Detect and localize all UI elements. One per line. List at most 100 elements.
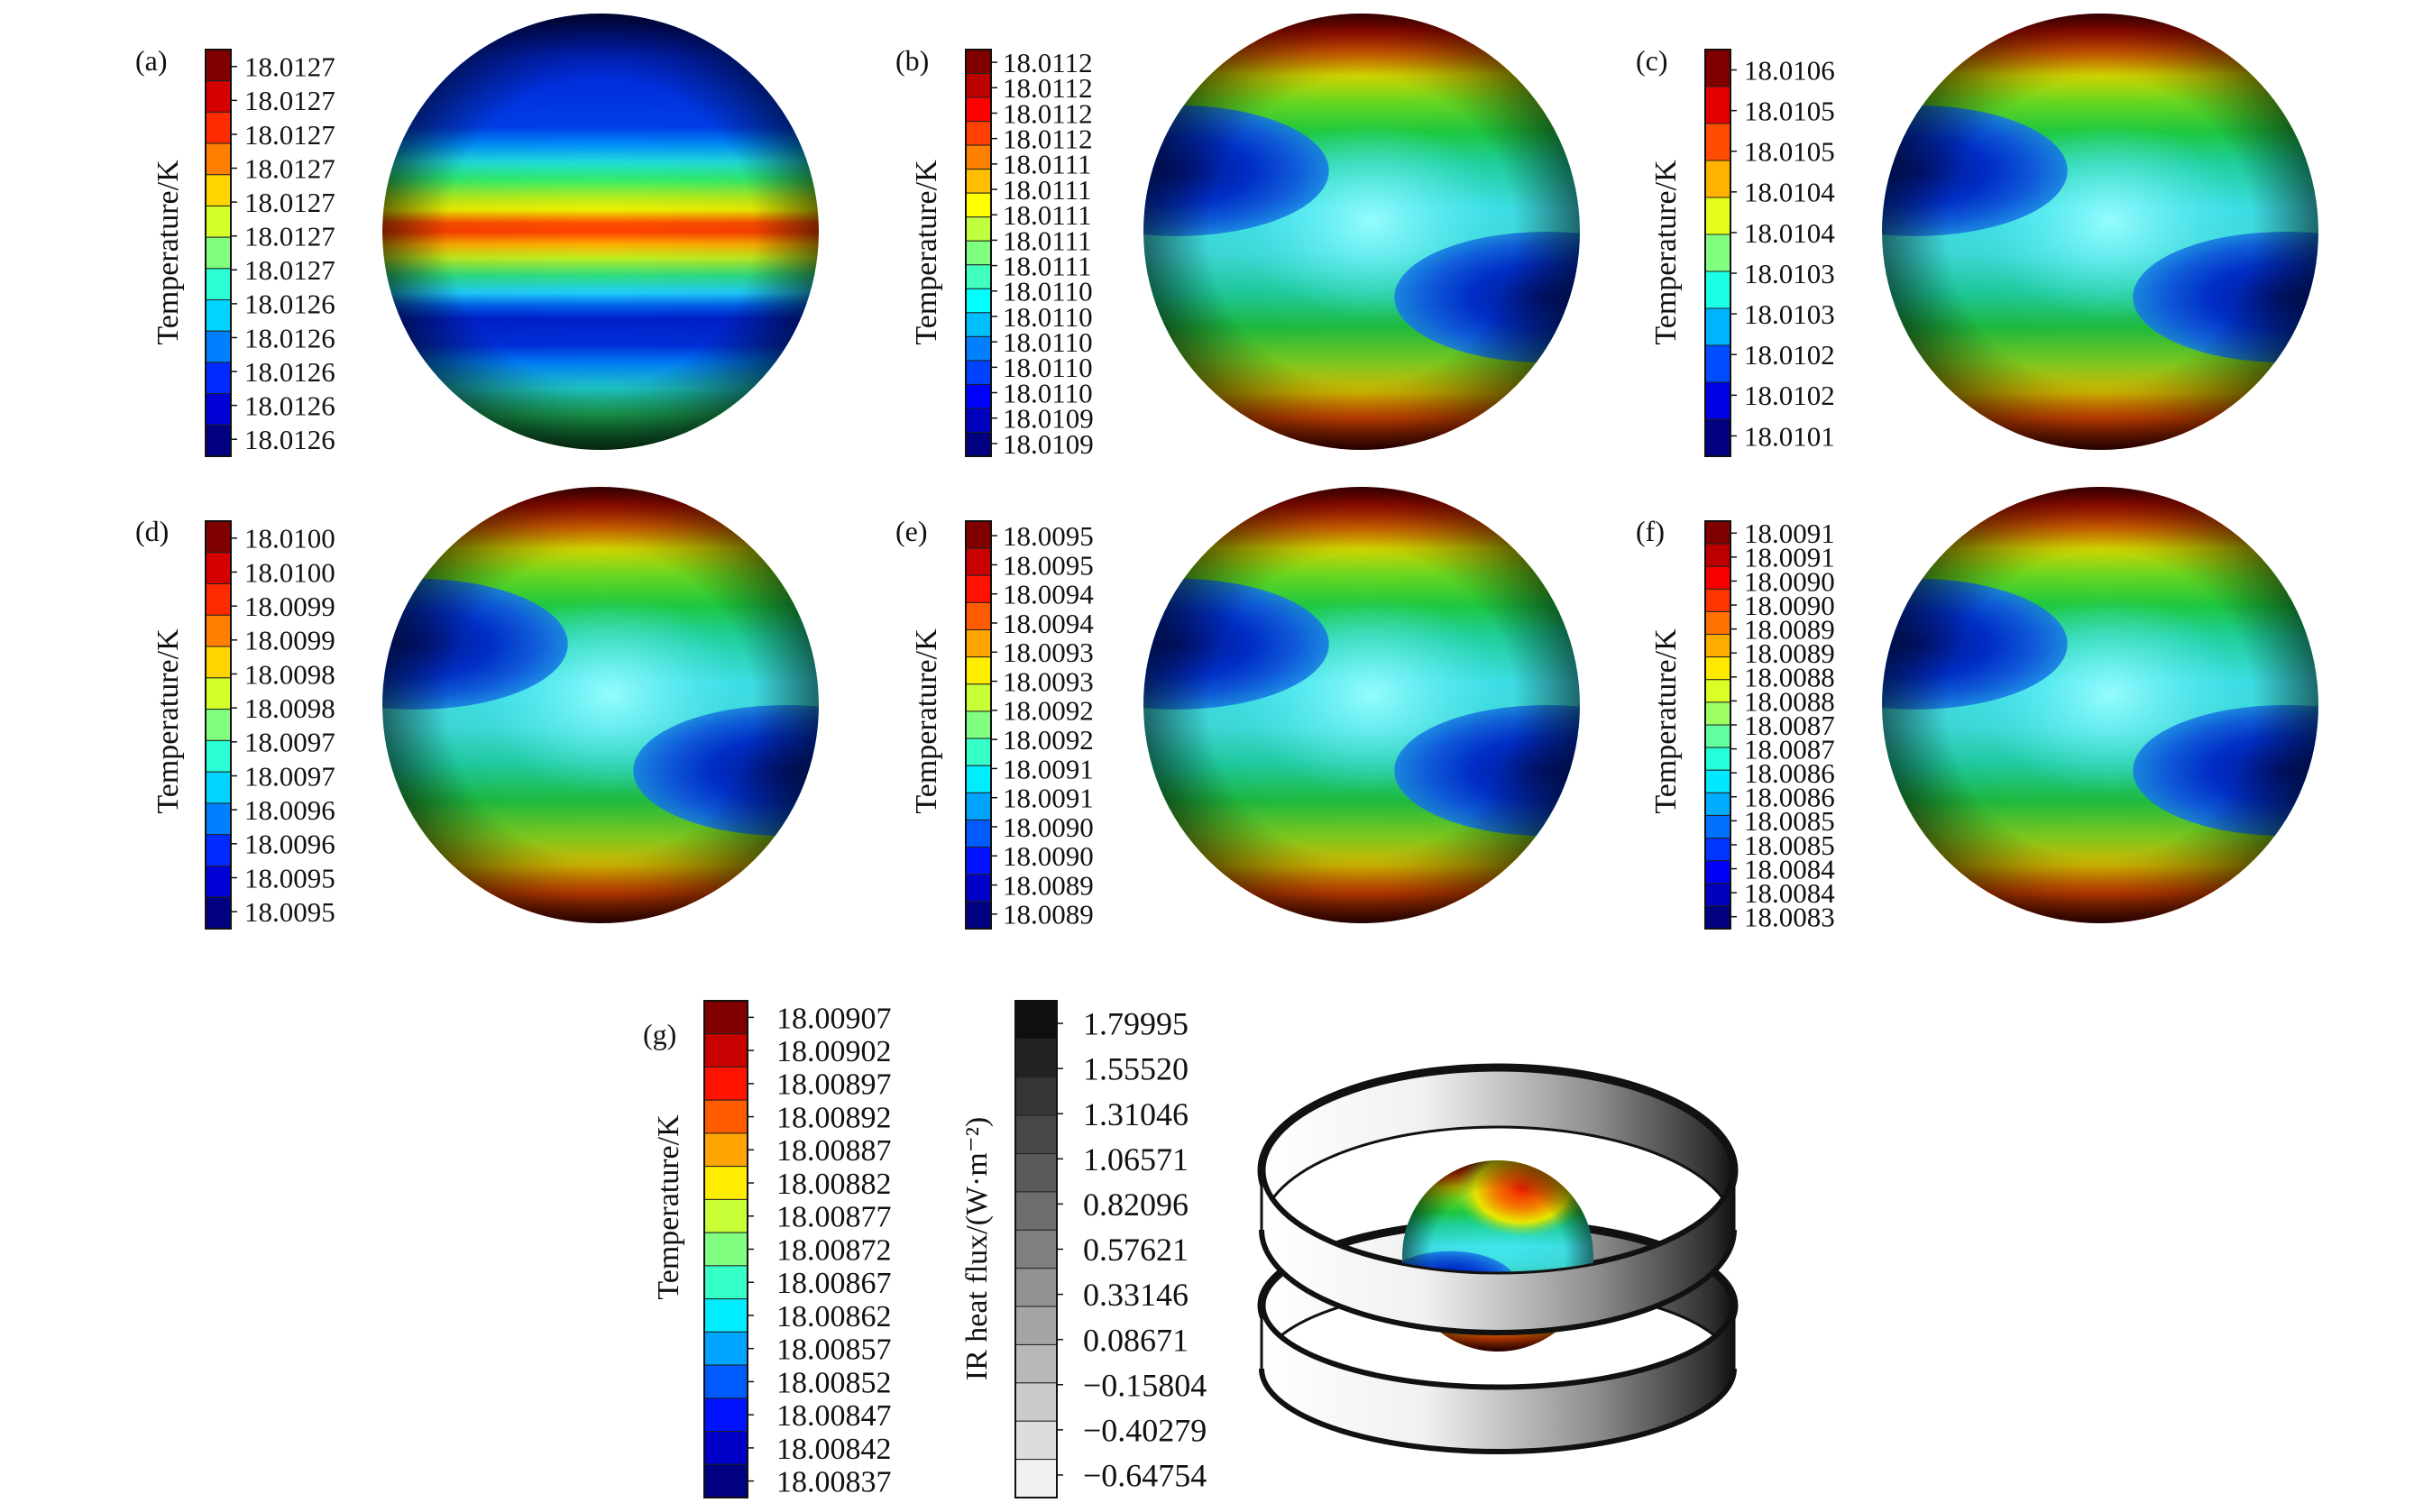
colorbar-bin [1704, 418, 1731, 457]
colorbar-tick-label: 18.0088 [1744, 662, 1835, 693]
colorbar-tick-label: 18.00887 [776, 1134, 892, 1168]
colorbar-tick-label: 18.0111 [1003, 149, 1091, 180]
colorbar-bin [703, 1265, 748, 1300]
colorbar-bin [1704, 565, 1731, 590]
sphere-shading [382, 14, 819, 450]
colorbar-tick-label: 18.00882 [776, 1168, 892, 1201]
colorbar-tick-label: 18.0099 [244, 625, 335, 656]
colorbar-bin [205, 614, 232, 647]
colorbar-title: Temperature/K [1649, 628, 1683, 814]
colorbar-bin [965, 408, 992, 433]
colorbar-tick-label: 18.0094 [1003, 608, 1094, 639]
colorbar-tick-label: 18.0102 [1744, 339, 1835, 371]
colorbar-frame [205, 520, 232, 930]
colorbar-bin [703, 1132, 748, 1168]
ring-edge [1259, 1229, 1737, 1335]
colorbar-bin [703, 1033, 748, 1068]
ring-edge [1259, 1368, 1737, 1454]
colorbar-tick-label: 18.00877 [776, 1201, 892, 1234]
colorbar-tick-label: 18.0092 [1003, 724, 1094, 756]
colorbar-bin [965, 240, 992, 266]
colorbar-bin [1704, 724, 1731, 748]
colorbar-tick-label: 18.0093 [1003, 637, 1094, 668]
colorbar-tick-label: 18.0089 [1003, 869, 1094, 901]
colorbar-bin [1704, 860, 1731, 884]
colorbar-bin [965, 819, 992, 848]
colorbar-tick-label: 18.0111 [1003, 174, 1091, 206]
colorbar-tick-label: 1.55520 [1083, 1051, 1189, 1087]
colorbar-tick-label: 18.0104 [1744, 177, 1835, 208]
temperature-colorbar [1704, 49, 1731, 457]
colorbar-bin [1014, 1000, 1058, 1040]
colorbar-bin [1704, 197, 1731, 235]
colorbar-tick-label: 18.0095 [1003, 549, 1094, 581]
temperature-sphere [1143, 14, 1580, 450]
colorbar-bin [1704, 634, 1731, 658]
colorbar-bin [1704, 792, 1731, 816]
colorbar-bin [205, 49, 232, 82]
colorbar-tick-label: 18.00897 [776, 1068, 892, 1102]
colorbar-bin [1014, 1343, 1058, 1384]
colorbar-tick-label: 18.0100 [244, 556, 335, 588]
colorbar-tick-label: 18.0089 [1744, 613, 1835, 645]
colorbar-bin [205, 80, 232, 113]
colorbar-tick-label: 18.0086 [1744, 757, 1835, 789]
colorbar-bin [1014, 1077, 1058, 1116]
temperature-colorbar [205, 49, 232, 457]
colorbar-bin [1704, 520, 1731, 545]
colorbar-bin [965, 601, 992, 631]
colorbar-bin [703, 1198, 748, 1233]
panel-label: (e) [895, 515, 928, 547]
colorbar-bin [1014, 1191, 1058, 1231]
sphere-shading [382, 487, 819, 923]
colorbar-bin [1704, 86, 1731, 124]
colorbar-tick-label: 18.0110 [1003, 301, 1093, 333]
colorbar-bin [1704, 701, 1731, 726]
colorbar-tick-label: 18.0090 [1744, 590, 1835, 621]
colorbar-bin [1014, 1306, 1058, 1345]
colorbar-bin [1014, 1229, 1058, 1269]
colorbar-bin [965, 738, 992, 766]
colorbar-tick-label: 18.0104 [1744, 217, 1835, 249]
colorbar-tick-label: 18.0127 [244, 51, 335, 83]
colorbar-frame [965, 49, 992, 457]
colorbar-tick-label: 18.0095 [1003, 520, 1094, 552]
colorbar-bin [965, 574, 992, 603]
colorbar-bin [1704, 49, 1731, 87]
colorbar-tick-label: 18.0112 [1003, 72, 1093, 104]
temperature-sphere [382, 487, 819, 923]
colorbar-tick-label: 18.0112 [1003, 47, 1093, 78]
colorbar-bin [205, 205, 232, 238]
colorbar-bin [965, 765, 992, 793]
colorbar-bin [1704, 160, 1731, 198]
colorbar-bin [965, 121, 992, 146]
temperature-colorbar [965, 49, 992, 457]
colorbar-bin [965, 360, 992, 385]
colorbar-tick-label: 0.82096 [1083, 1187, 1189, 1223]
colorbar-tick-label: 18.0095 [244, 862, 335, 893]
colorbar-tick-label: 18.00892 [776, 1101, 892, 1134]
colorbar-bin [205, 174, 232, 206]
colorbar-tick-label: 18.0095 [244, 896, 335, 928]
colorbar-title: Temperature/K [151, 628, 185, 814]
colorbar-tick-label: 18.00907 [776, 1002, 892, 1035]
colorbar-bin [703, 1364, 748, 1399]
colorbar-tick-label: 18.0109 [1003, 403, 1094, 435]
colorbar-bin [205, 111, 232, 144]
colorbar-bin [1014, 1382, 1058, 1422]
colorbar-tick-label: 18.0103 [1744, 298, 1835, 330]
colorbar-title: Temperature/K [1649, 160, 1683, 345]
colorbar-bin [1704, 381, 1731, 420]
colorbar-tick-label: 18.0086 [1744, 782, 1835, 813]
colorbar-bin [965, 335, 992, 362]
colorbar-bin [703, 1066, 748, 1101]
colorbar-bin [965, 73, 992, 98]
colorbar-bin [205, 896, 232, 930]
colorbar-bin [205, 393, 232, 426]
colorbar-tick-label: 18.0094 [1003, 579, 1094, 610]
panel-label: (c) [1636, 44, 1668, 77]
colorbar-tick-label: 18.0105 [1744, 96, 1835, 127]
colorbar-bin [1014, 1459, 1058, 1498]
colorbar-bin [205, 236, 232, 270]
colorbar-bin [965, 683, 992, 712]
